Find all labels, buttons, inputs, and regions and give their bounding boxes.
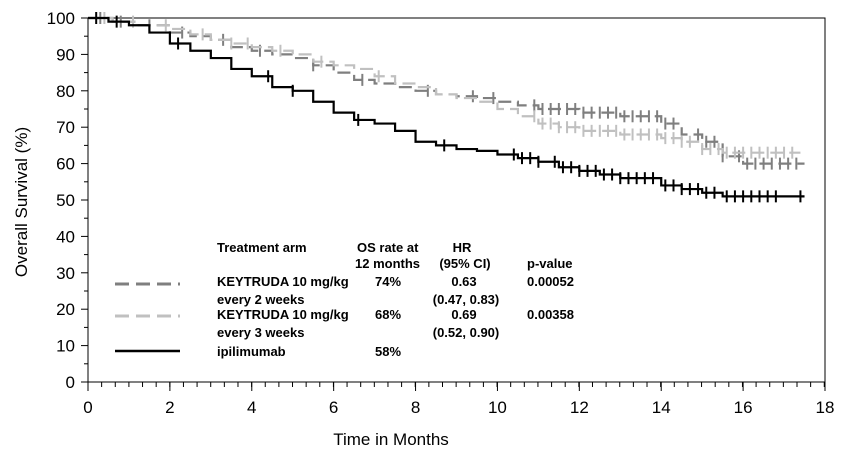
y-tick-label: 70 bbox=[56, 118, 75, 137]
y-tick-label: 0 bbox=[66, 373, 75, 392]
legend-row2-arm: KEYTRUDA 10 mg/kg bbox=[217, 307, 349, 322]
legend-header-pvalue: p-value bbox=[527, 256, 573, 271]
legend-row1-arm2: every 2 weeks bbox=[217, 292, 304, 307]
y-tick-label: 10 bbox=[56, 337, 75, 356]
legend-header-arm: Treatment arm bbox=[217, 240, 307, 255]
legend-row2-ci: (0.52, 0.90) bbox=[433, 325, 500, 340]
legend-row3-os-rate: 58% bbox=[375, 344, 401, 359]
legend-header-os-rate-2: 12 months bbox=[355, 256, 420, 271]
legend-row1-ci: (0.47, 0.83) bbox=[433, 292, 500, 307]
x-tick-label: 6 bbox=[329, 398, 338, 417]
y-tick-label: 50 bbox=[56, 191, 75, 210]
legend-row2-os-rate: 68% bbox=[375, 307, 401, 322]
legend-row1-pvalue: 0.00052 bbox=[527, 274, 574, 289]
x-tick-label: 16 bbox=[734, 398, 753, 417]
legend-row1-hr: 0.63 bbox=[451, 274, 476, 289]
legend-row1-arm: KEYTRUDA 10 mg/kg bbox=[217, 274, 349, 289]
x-tick-label: 14 bbox=[652, 398, 671, 417]
legend-table: Treatment arm OS rate at 12 months HR (9… bbox=[115, 240, 574, 359]
legend-row3-arm: ipilimumab bbox=[217, 344, 286, 359]
legend-header-os-rate: OS rate at bbox=[357, 240, 419, 255]
legend-row2-arm2: every 3 weeks bbox=[217, 325, 304, 340]
axes: 0 10 20 30 40 50 60 70 80 90 100 0 2 4 6 8 10 12 14 16 18 bbox=[47, 9, 835, 417]
y-tick-label: 100 bbox=[47, 9, 75, 28]
curve-ipilimumab bbox=[88, 16, 805, 198]
y-tick-label: 80 bbox=[56, 82, 75, 101]
x-tick-label: 8 bbox=[411, 398, 420, 417]
x-axis-title: Time in Months bbox=[333, 430, 449, 449]
x-tick-label: 10 bbox=[488, 398, 507, 417]
y-tick-label: 20 bbox=[56, 300, 75, 319]
y-tick-label: 90 bbox=[56, 45, 75, 64]
y-tick-label: 30 bbox=[56, 264, 75, 283]
x-tick-label: 4 bbox=[247, 398, 256, 417]
survival-curves bbox=[88, 12, 805, 203]
y-tick-label: 60 bbox=[56, 155, 75, 174]
legend-header-hr: HR bbox=[453, 240, 472, 255]
legend-row2-hr: 0.69 bbox=[451, 307, 476, 322]
legend-header-ci: (95% CI) bbox=[439, 256, 490, 271]
x-tick-label: 12 bbox=[570, 398, 589, 417]
x-tick-label: 2 bbox=[165, 398, 174, 417]
y-axis-title: Overall Survival (%) bbox=[12, 127, 31, 277]
x-tick-label: 18 bbox=[816, 398, 835, 417]
curve-keytruda-10-mg-kg-every-3-weeks bbox=[88, 16, 801, 154]
legend-row1-os-rate: 74% bbox=[375, 274, 401, 289]
legend-row2-pvalue: 0.00358 bbox=[527, 307, 574, 322]
y-tick-label: 40 bbox=[56, 227, 75, 246]
x-tick-label: 0 bbox=[83, 398, 92, 417]
